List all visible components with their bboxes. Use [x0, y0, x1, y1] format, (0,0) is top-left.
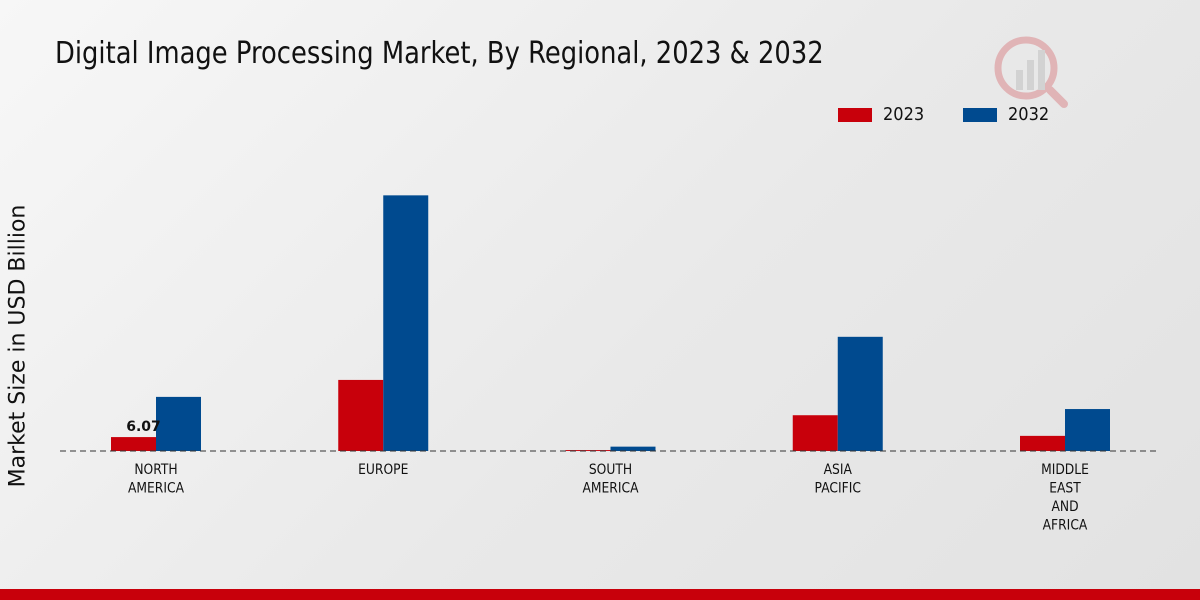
x-tick-label-3-0: ASIA: [824, 462, 852, 478]
bar-2032-4: [1065, 409, 1110, 451]
bar-2023-3: [792, 415, 838, 451]
legend-label-2023: 2023: [883, 104, 925, 125]
brand-logo-watermark-icon: [994, 36, 1068, 108]
x-tick-label-3-1: PACIFIC: [815, 481, 861, 497]
bar-2032-1: [383, 195, 429, 451]
data-label-0: 6.07: [126, 419, 161, 435]
x-tick-label-4-0: MIDDLE: [1041, 462, 1089, 478]
x-tick-label-2-0: SOUTH: [589, 462, 632, 478]
bar-2032-0: [156, 396, 201, 451]
x-tick-label-0-1: AMERICA: [128, 481, 184, 497]
x-tick-label-4-2: AND: [1051, 499, 1078, 515]
x-tick-label-0-0: NORTH: [134, 462, 177, 478]
bar-2023-2: [565, 450, 611, 451]
legend-swatch-2032: [962, 107, 997, 122]
legend-label-2032: 2032: [1007, 104, 1050, 125]
footer-bar: [0, 589, 1200, 600]
bar-2032-2: [610, 446, 656, 451]
x-tick-label-2-1: AMERICA: [582, 481, 638, 497]
x-tick-label-4-3: AFRICA: [1043, 518, 1088, 534]
bar-2023-0: [111, 437, 156, 451]
chart-title: Digital Image Processing Market, By Regi…: [55, 36, 824, 71]
legend: 2023 2032: [838, 104, 1088, 125]
x-tick-label-4-1: EAST: [1049, 481, 1081, 497]
legend-swatch-2023: [838, 107, 872, 122]
bar-2023-4: [1020, 435, 1065, 451]
bar-2023-1: [338, 379, 384, 451]
bar-2032-3: [837, 336, 883, 451]
legend-item-2023: 2023: [838, 104, 929, 125]
x-tick-label-1-0: EUROPE: [358, 462, 408, 478]
legend-item-2032: 2032: [962, 104, 1054, 125]
